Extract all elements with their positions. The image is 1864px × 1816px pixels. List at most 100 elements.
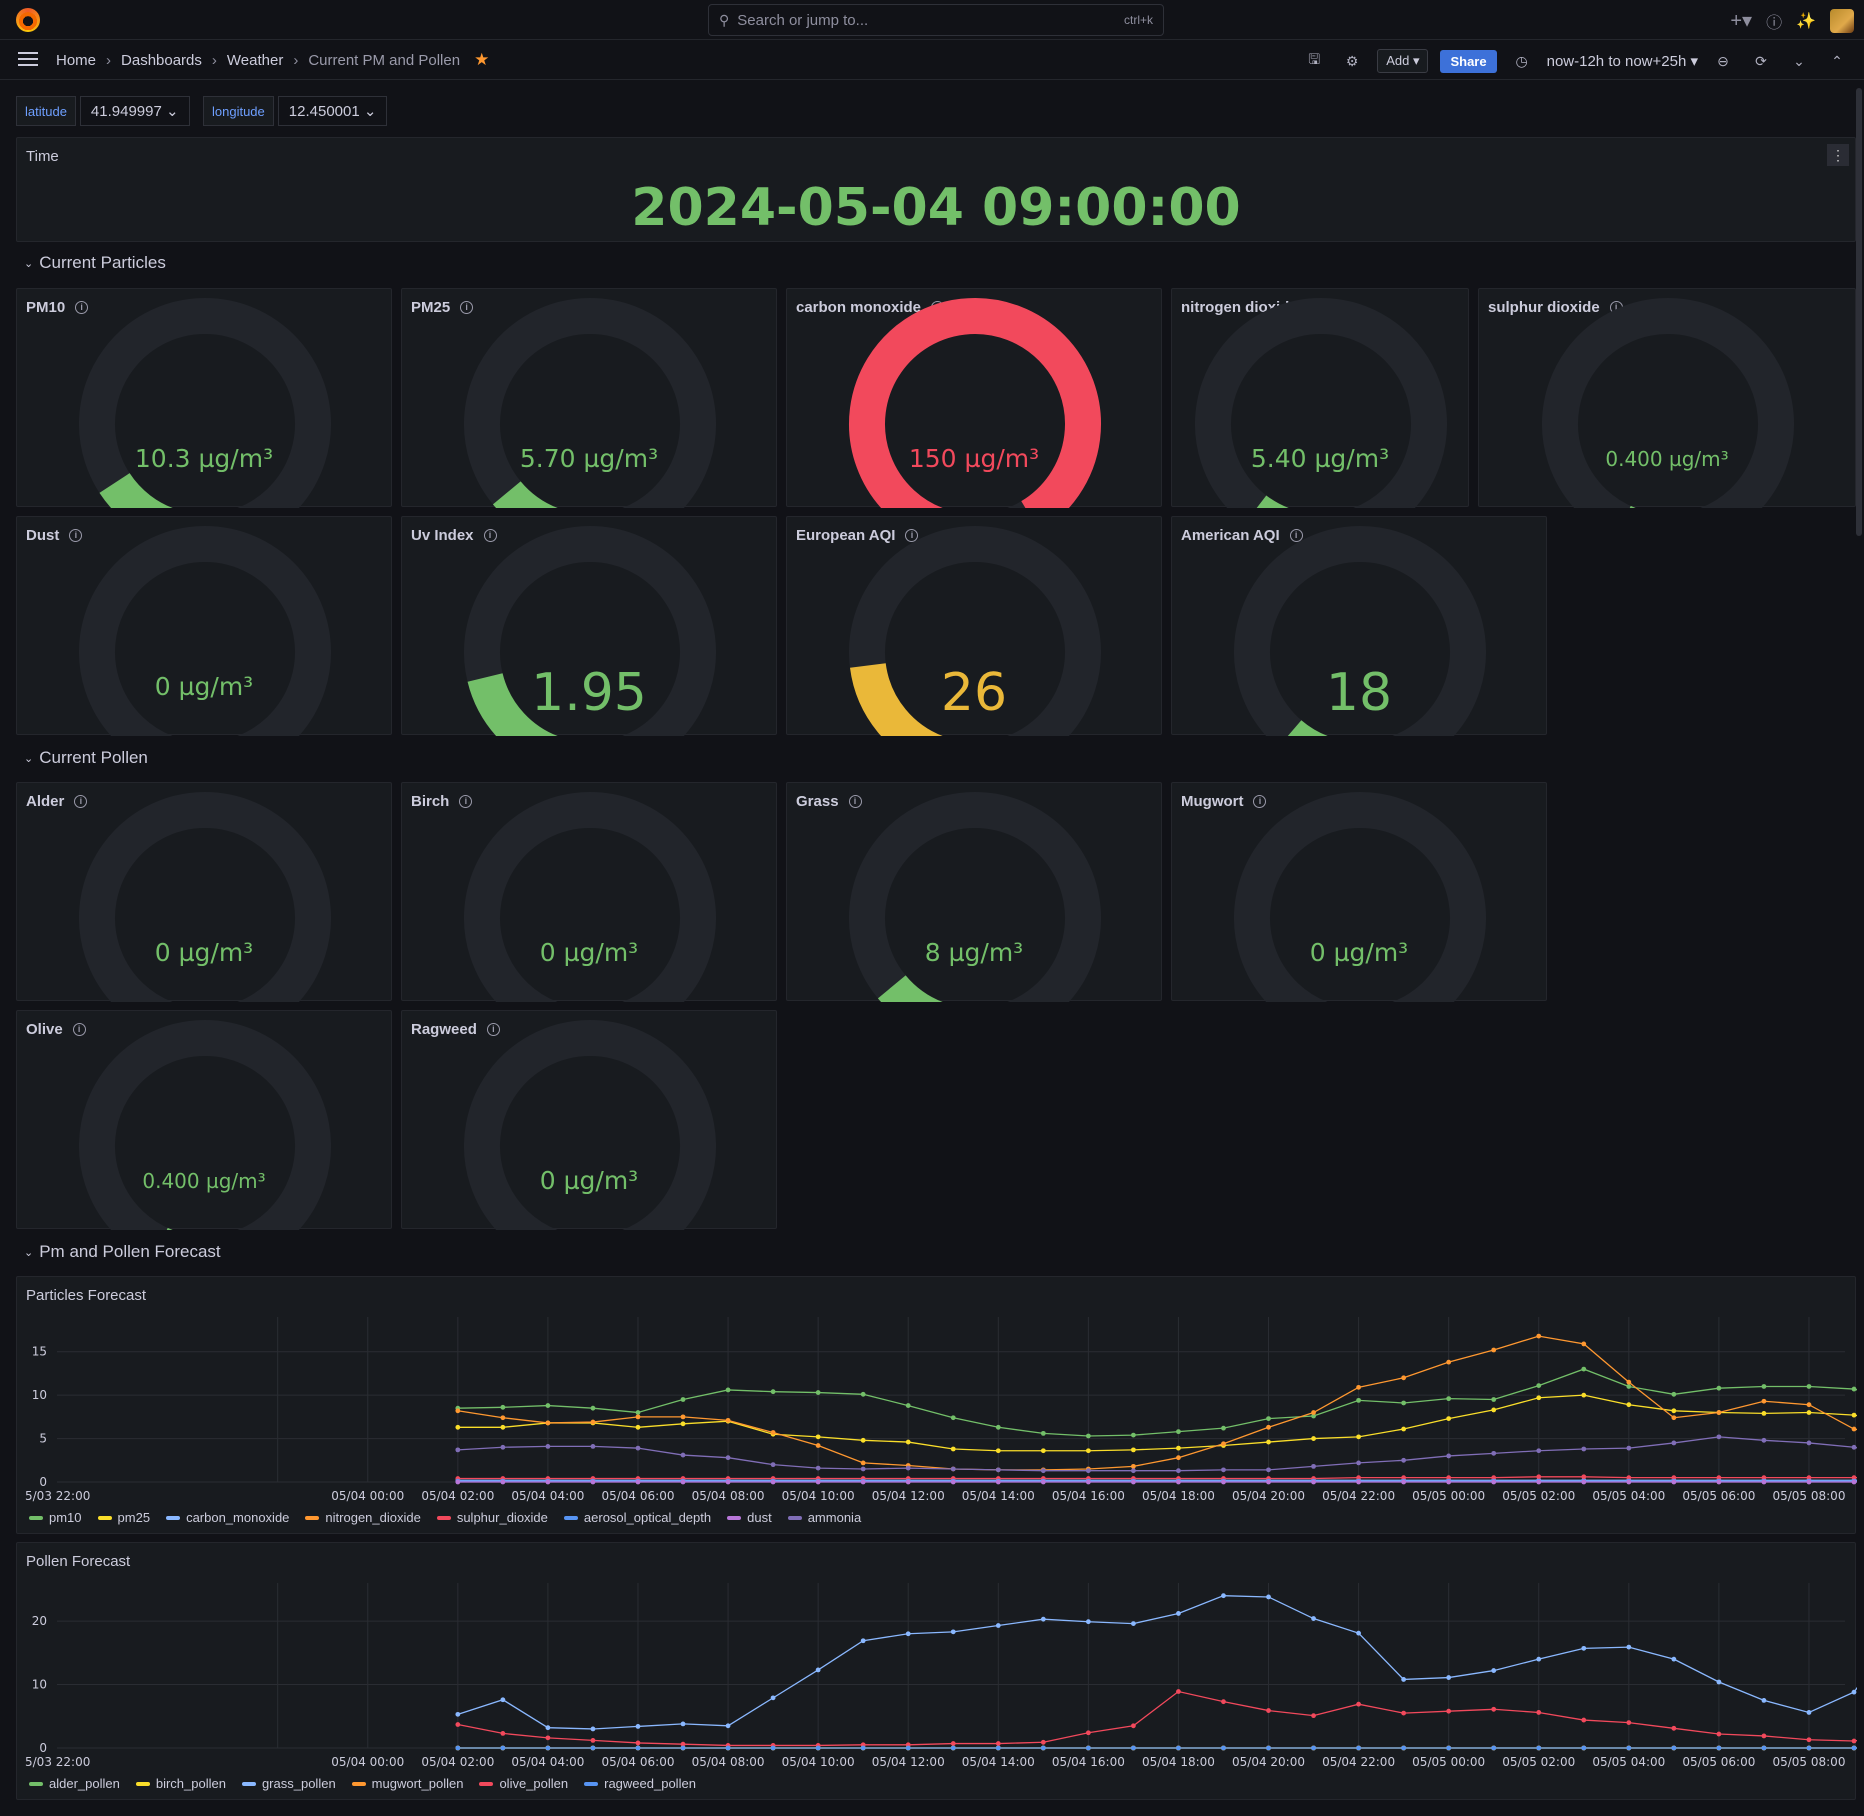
gauge bbox=[849, 792, 1101, 1002]
legend-item-birch_pollen[interactable]: birch_pollen bbox=[135, 1776, 226, 1791]
info-icon[interactable]: i bbox=[1253, 795, 1267, 808]
data-point-nitrogen_dioxide bbox=[1446, 1359, 1452, 1365]
data-point-ammonia bbox=[1491, 1450, 1497, 1456]
series-line-ammonia bbox=[457, 1436, 1857, 1472]
info-icon[interactable]: i bbox=[848, 795, 862, 808]
x-tick-label: 05/04 12:00 bbox=[872, 1755, 945, 1769]
plus-icon[interactable]: +▾ bbox=[1730, 10, 1753, 32]
chart-legend: pm10 pm25 carbon_monoxide nitrogen_dioxide s… bbox=[29, 1510, 861, 1525]
data-point-ammonia bbox=[950, 1466, 956, 1472]
zoom-out-icon[interactable]: ⊖ bbox=[1717, 52, 1729, 69]
breadcrumb-dashboards[interactable]: Dashboards bbox=[121, 51, 202, 69]
x-tick-label: 05/04 16:00 bbox=[1052, 1489, 1125, 1503]
data-point-dust bbox=[1491, 1479, 1497, 1485]
data-point-grass_pollen bbox=[1176, 1611, 1181, 1616]
search-input[interactable]: ⚲ Search or jump to... ctrl+k bbox=[708, 4, 1164, 36]
longitude-select[interactable]: 12.450001 ⌄ bbox=[277, 96, 388, 126]
legend-item-aerosol_optical_depth[interactable]: aerosol_optical_depth bbox=[563, 1510, 711, 1525]
legend-item-sulphur_dioxide[interactable]: sulphur_dioxide bbox=[436, 1510, 548, 1525]
data-point-pm10 bbox=[1581, 1366, 1587, 1372]
data-point-ammonia bbox=[860, 1466, 866, 1472]
info-icon[interactable]: i bbox=[460, 301, 474, 314]
legend-item-ragweed_pollen[interactable]: ragweed_pollen bbox=[584, 1776, 696, 1791]
data-point-pm10 bbox=[1536, 1383, 1542, 1389]
y-tick-label: 20 bbox=[32, 1614, 47, 1628]
panel-title: Time bbox=[26, 148, 59, 165]
save-icon[interactable]: 🖫 bbox=[1308, 51, 1321, 67]
breadcrumb-home[interactable]: Home bbox=[56, 51, 97, 69]
data-point-grass_pollen bbox=[905, 1631, 911, 1637]
data-point-ammonia bbox=[1356, 1460, 1361, 1466]
time-range-picker[interactable]: now-12h to now+25h ▾ bbox=[1546, 53, 1698, 70]
info-icon[interactable]: i bbox=[74, 795, 88, 808]
legend-item-alder_pollen[interactable]: alder_pollen bbox=[29, 1776, 120, 1791]
x-tick-label: 05/04 18:00 bbox=[1142, 1755, 1215, 1769]
x-tick-label: 05/05 00:00 bbox=[1412, 1489, 1485, 1503]
legend-item-mugwort_pollen[interactable]: mugwort_pollen bbox=[351, 1776, 463, 1791]
info-icon[interactable]: i bbox=[905, 529, 919, 542]
clock-icon: ◷ bbox=[1515, 52, 1528, 69]
info-icon[interactable]: i bbox=[72, 1023, 86, 1036]
legend-item-nitrogen_dioxide[interactable]: nitrogen_dioxide bbox=[305, 1510, 421, 1525]
panel-menu-icon[interactable]: ⋮ bbox=[1827, 144, 1849, 166]
gauge-value: 0 µg/m³ bbox=[539, 938, 639, 967]
add-button[interactable]: Add ▾ bbox=[1377, 49, 1429, 73]
legend-swatch bbox=[241, 1781, 256, 1786]
legend-item-pm10[interactable]: pm10 bbox=[29, 1510, 82, 1525]
info-icon[interactable]: i bbox=[1289, 529, 1303, 542]
x-tick-label: 05/05 08:00 bbox=[1772, 1755, 1845, 1769]
data-point-ragweed_pollen bbox=[1806, 1745, 1812, 1751]
data-point-nitrogen_dioxide bbox=[860, 1460, 866, 1466]
row-current-particles[interactable]: ⌄ Current Particles bbox=[24, 253, 166, 272]
gauge-value: 0.400 µg/m³ bbox=[142, 1169, 266, 1193]
data-point-pm10 bbox=[1221, 1425, 1226, 1431]
row-forecast[interactable]: ⌄ Pm and Pollen Forecast bbox=[24, 1242, 221, 1261]
data-point-ragweed_pollen bbox=[1085, 1745, 1091, 1751]
data-point-sulphur_dioxide bbox=[1446, 1475, 1452, 1481]
info-icon[interactable]: i bbox=[69, 529, 83, 542]
line-chart: 0 10 20 5/03 22:00 05/04 00:00 05/04 02:00 05/… bbox=[25, 1583, 1857, 1769]
page-title: Current PM and Pollen bbox=[308, 51, 461, 69]
legend-item-grass_pollen[interactable]: grass_pollen bbox=[241, 1776, 336, 1791]
star-icon[interactable]: ★ bbox=[474, 50, 490, 69]
chevron-down-icon: ⌄ bbox=[24, 257, 34, 270]
gauge-track bbox=[79, 1020, 331, 1230]
data-point-dust bbox=[1311, 1479, 1316, 1485]
legend-item-ammonia[interactable]: ammonia bbox=[787, 1510, 861, 1525]
legend-item-carbon_monoxide[interactable]: carbon_monoxide bbox=[166, 1510, 289, 1525]
scrollbar[interactable] bbox=[1856, 88, 1862, 536]
info-icon[interactable]: i bbox=[486, 1023, 500, 1036]
help-icon[interactable]: ⓘ bbox=[1766, 14, 1783, 32]
data-point-grass_pollen bbox=[1401, 1677, 1407, 1682]
info-icon[interactable]: i bbox=[459, 795, 473, 808]
gauge-panel-olive: Olive i 0.400 µg/m³ bbox=[16, 1010, 392, 1230]
gauge-track bbox=[849, 792, 1101, 1002]
data-point-grass_pollen bbox=[1671, 1656, 1677, 1662]
x-tick-label: 05/04 22:00 bbox=[1322, 1755, 1395, 1769]
info-icon[interactable]: i bbox=[483, 529, 497, 542]
grafana-logo-icon[interactable] bbox=[16, 8, 40, 32]
data-point-dust bbox=[1671, 1479, 1677, 1485]
legend-item-dust[interactable]: dust bbox=[727, 1510, 772, 1525]
refresh-icon[interactable]: ⟳ bbox=[1755, 52, 1767, 69]
gear-icon[interactable]: ⚙ bbox=[1345, 52, 1359, 69]
avatar[interactable] bbox=[1830, 8, 1854, 33]
gauge-track bbox=[1542, 298, 1794, 508]
news-icon[interactable]: ✨ bbox=[1796, 12, 1816, 30]
panel-title: PM25 i bbox=[411, 299, 474, 316]
row-current-pollen[interactable]: ⌄ Current Pollen bbox=[24, 748, 148, 767]
breadcrumb-weather[interactable]: Weather bbox=[226, 51, 284, 69]
legend-item-pm25[interactable]: pm25 bbox=[97, 1510, 150, 1525]
collapse-icon[interactable]: ⌃ bbox=[1831, 52, 1843, 69]
legend-item-olive_pollen[interactable]: olive_pollen bbox=[479, 1776, 568, 1791]
data-point-pm25 bbox=[815, 1434, 821, 1440]
info-icon[interactable]: i bbox=[75, 301, 89, 314]
data-point-dust bbox=[1761, 1479, 1767, 1485]
latitude-select[interactable]: 41.949997 ⌄ bbox=[79, 96, 190, 126]
data-point-dust bbox=[995, 1479, 1001, 1485]
chevron-down-icon[interactable]: ⌄ bbox=[1793, 52, 1805, 69]
menu-icon[interactable] bbox=[18, 52, 38, 66]
gauge bbox=[464, 1020, 716, 1230]
share-button[interactable]: Share bbox=[1440, 49, 1497, 73]
data-point-olive_pollen bbox=[1536, 1710, 1542, 1715]
